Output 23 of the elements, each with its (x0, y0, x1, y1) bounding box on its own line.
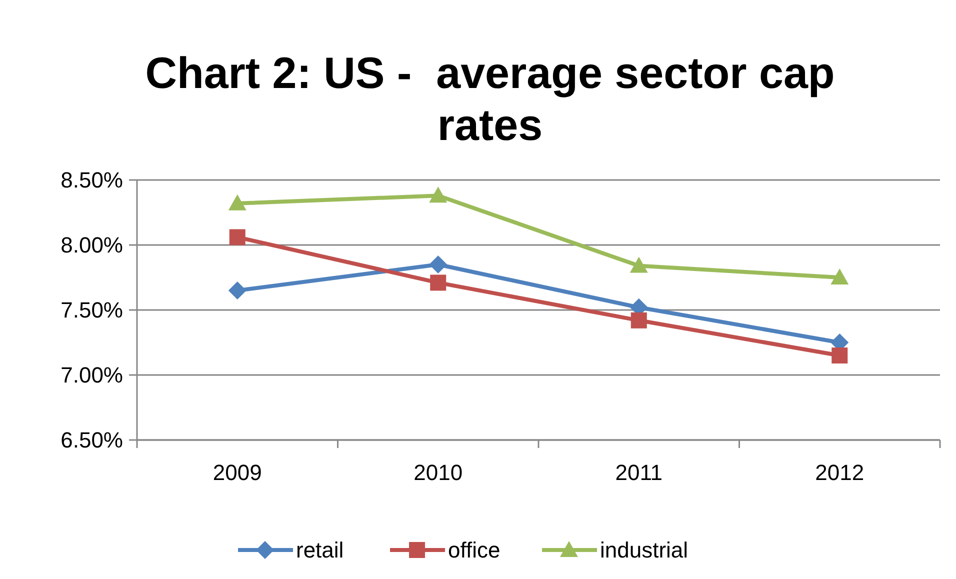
point (229, 229, 246, 246)
x-tick-label: 2010 (414, 460, 463, 485)
y-tick-label: 7.50% (60, 298, 123, 323)
legend-label: office (448, 538, 500, 563)
legend-label: retail (296, 538, 344, 563)
point (830, 268, 849, 284)
point (630, 312, 647, 328)
x-tick-label: 2011 (615, 460, 663, 485)
x-tick-label: 2009 (212, 460, 262, 485)
point (429, 256, 448, 274)
y-tick-label: 7.00% (60, 362, 123, 388)
legend-label: industrial (600, 538, 688, 563)
point (832, 348, 848, 364)
point (430, 274, 446, 291)
x-tick-label: 2012 (815, 460, 864, 485)
y-tick-label: 8.00% (60, 232, 123, 258)
point (228, 194, 246, 210)
y-tick-label: 8.50% (60, 168, 123, 193)
y-tick-label: 6.50% (60, 428, 123, 453)
chart-title: Chart 2: US - average sector cap rates (145, 49, 835, 150)
point (228, 282, 246, 300)
point (429, 186, 448, 203)
point (630, 256, 648, 273)
